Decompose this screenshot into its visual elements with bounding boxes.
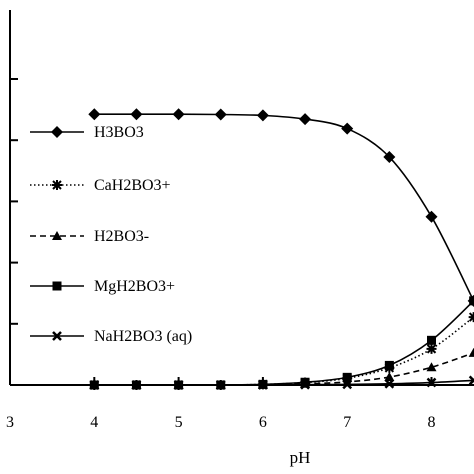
series-3-point-6 bbox=[342, 372, 352, 382]
series-0-point-6 bbox=[341, 122, 354, 135]
legend-marker-2 bbox=[52, 231, 62, 240]
series-0-point-5 bbox=[299, 113, 312, 126]
legend-label-4: NaH2BO3 (aq) bbox=[94, 328, 192, 345]
x-tick-label-0: 3 bbox=[6, 414, 14, 431]
series-2-point-9 bbox=[468, 347, 474, 357]
x-tick-label-4: 7 bbox=[343, 414, 351, 431]
series-0-point-7 bbox=[383, 151, 396, 164]
series-4-point-0 bbox=[89, 380, 100, 390]
series-4-point-2 bbox=[173, 380, 184, 390]
series-1-point-9 bbox=[468, 312, 474, 323]
axes: 3 4 5 6 7 8 bbox=[6, 10, 474, 431]
series-0-point-8 bbox=[425, 210, 438, 223]
legend-marker-1 bbox=[52, 180, 62, 190]
series-1-point-8 bbox=[426, 343, 437, 354]
x-tick-label-2: 5 bbox=[175, 414, 183, 431]
series-0 bbox=[88, 108, 474, 307]
legend-marker-3 bbox=[52, 281, 62, 291]
series-0-point-4 bbox=[256, 109, 269, 122]
series-4-point-7 bbox=[384, 378, 395, 389]
legend: H3BO3 CaH2BO3+ H2BO3- MgH2BO3+ NaH2BO3 (aq) bbox=[30, 124, 192, 345]
series-2-point-7 bbox=[384, 372, 395, 382]
series-4-point-5 bbox=[300, 379, 310, 390]
series-4-point-8 bbox=[426, 377, 437, 388]
series-3-point-9 bbox=[469, 296, 474, 306]
legend-label-3: MgH2BO3+ bbox=[94, 278, 175, 295]
series-line-0 bbox=[94, 113, 474, 302]
x-axis-title: pH bbox=[290, 448, 311, 467]
series-0-point-2 bbox=[172, 108, 185, 121]
series-0-point-0 bbox=[88, 108, 101, 121]
legend-marker-0 bbox=[51, 126, 63, 138]
series-layer bbox=[88, 108, 474, 390]
series-0-point-3 bbox=[214, 108, 227, 121]
series-3-point-5 bbox=[300, 377, 310, 387]
x-tick-label-1: 4 bbox=[90, 414, 98, 431]
legend-marker-4 bbox=[52, 331, 62, 341]
series-4-point-3 bbox=[215, 380, 226, 390]
series-line-4 bbox=[94, 379, 474, 386]
series-4-point-1 bbox=[131, 380, 142, 390]
series-4-point-4 bbox=[258, 380, 268, 390]
legend-label-1: CaH2BO3+ bbox=[94, 177, 171, 194]
series-4 bbox=[89, 375, 474, 390]
legend-label-0: H3BO3 bbox=[94, 124, 144, 141]
series-2-point-8 bbox=[426, 362, 437, 372]
x-tick-label-3: 6 bbox=[259, 414, 267, 431]
series-line-2 bbox=[94, 352, 474, 386]
series-3-point-8 bbox=[427, 335, 436, 345]
series-0-point-1 bbox=[130, 108, 143, 121]
series-3-point-7 bbox=[384, 360, 394, 370]
legend-label-2: H2BO3- bbox=[94, 228, 149, 245]
series-4-point-6 bbox=[342, 379, 353, 390]
x-tick-label-5: 8 bbox=[428, 414, 436, 431]
